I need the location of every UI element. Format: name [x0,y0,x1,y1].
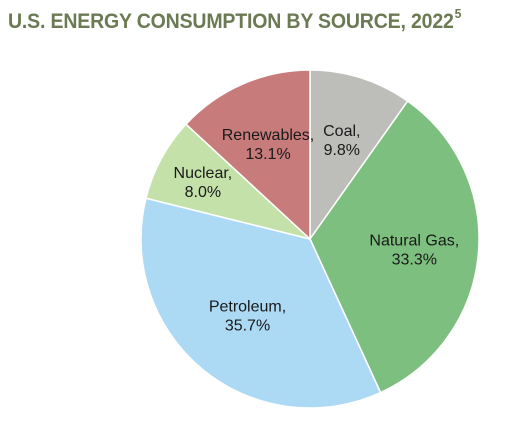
pie-slice-renewables [184,69,311,241]
slice-label-coal: Coal, [323,123,360,140]
pie-slice-coal [309,69,409,242]
pie-slice-petroleum [140,197,382,409]
chart-title: U.S. ENERGY CONSUMPTION BY SOURCE, 20225 [8,6,462,34]
slice-label-renewables: Renewables, [222,127,315,144]
slice-value-petroleum: 35.7% [225,318,270,335]
slice-value-coal: 9.8% [324,142,360,159]
slice-label-nuclear: Nuclear, [174,165,233,182]
pie-labels: Coal, 9.8% Natural Gas, 33.3% Petroleum, 35.7… [174,123,460,334]
slice-value-renewables: 13.1% [245,146,290,163]
slice-label-natural-gas: Natural Gas, [369,233,459,250]
slice-value-natural-gas: 33.3% [392,252,437,269]
chart-title-text: U.S. ENERGY CONSUMPTION BY SOURCE, 2022 [8,10,454,33]
slice-value-nuclear: 8.0% [185,184,221,201]
pie-slices [140,69,480,409]
slice-label-petroleum: Petroleum, [209,299,286,316]
pie-slice-natural-gas [309,100,480,394]
chart-title-footnote: 5 [454,6,462,21]
